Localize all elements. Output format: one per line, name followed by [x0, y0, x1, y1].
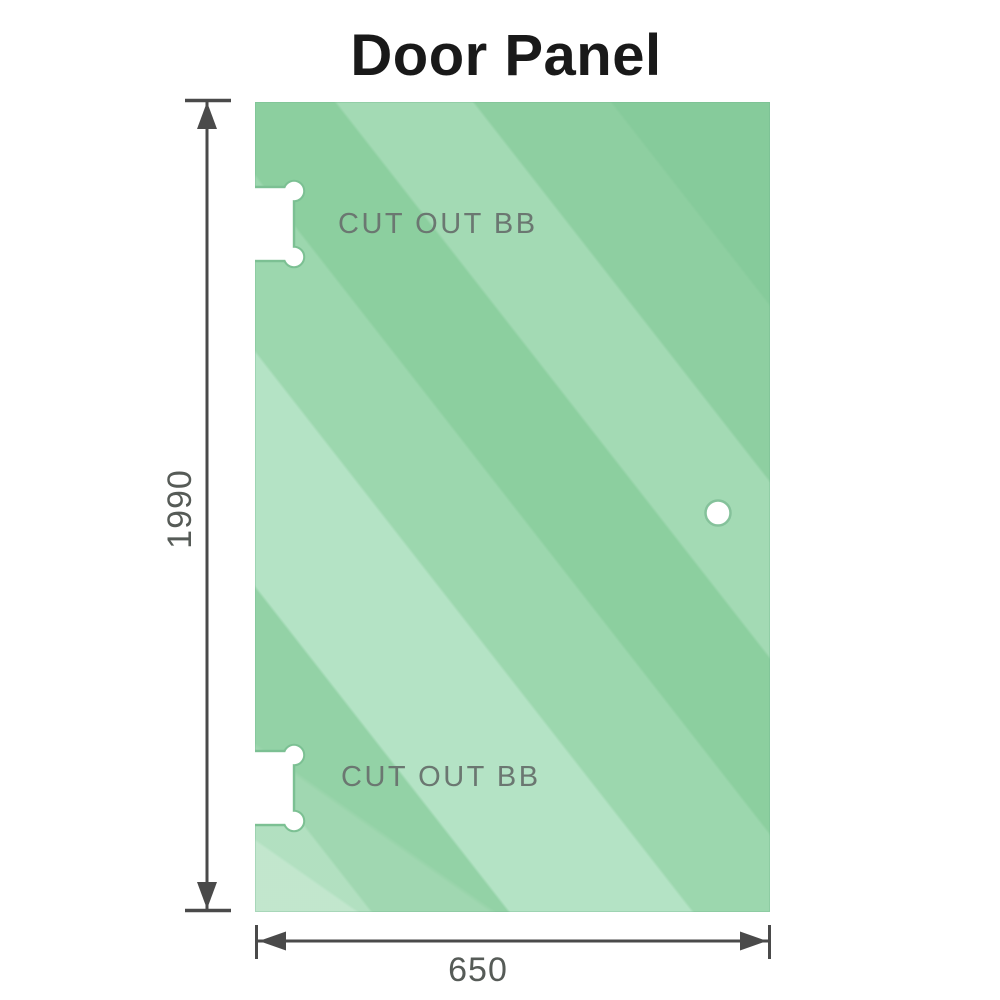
glass-panel — [255, 102, 770, 912]
height-dimension — [185, 98, 231, 913]
hinge-cutout-top — [255, 179, 306, 269]
height-dimension-arrows — [197, 102, 217, 909]
cutout-label-top: CUT OUT BB — [338, 208, 538, 240]
page-title: Door Panel — [350, 23, 662, 88]
arrow-up-icon — [197, 102, 217, 129]
arrow-left-icon — [259, 931, 286, 951]
width-dimension-arrows — [259, 931, 767, 951]
handle-hole — [704, 499, 732, 527]
width-dimension — [255, 925, 771, 959]
hinge-cutout-bottom — [255, 743, 306, 833]
width-dimension-label: 650 — [448, 951, 508, 989]
cutout-label-bottom: CUT OUT BB — [341, 761, 541, 793]
arrow-down-icon — [197, 882, 217, 909]
arrow-right-icon — [740, 931, 767, 951]
height-dimension-label: 1990 — [161, 469, 199, 549]
